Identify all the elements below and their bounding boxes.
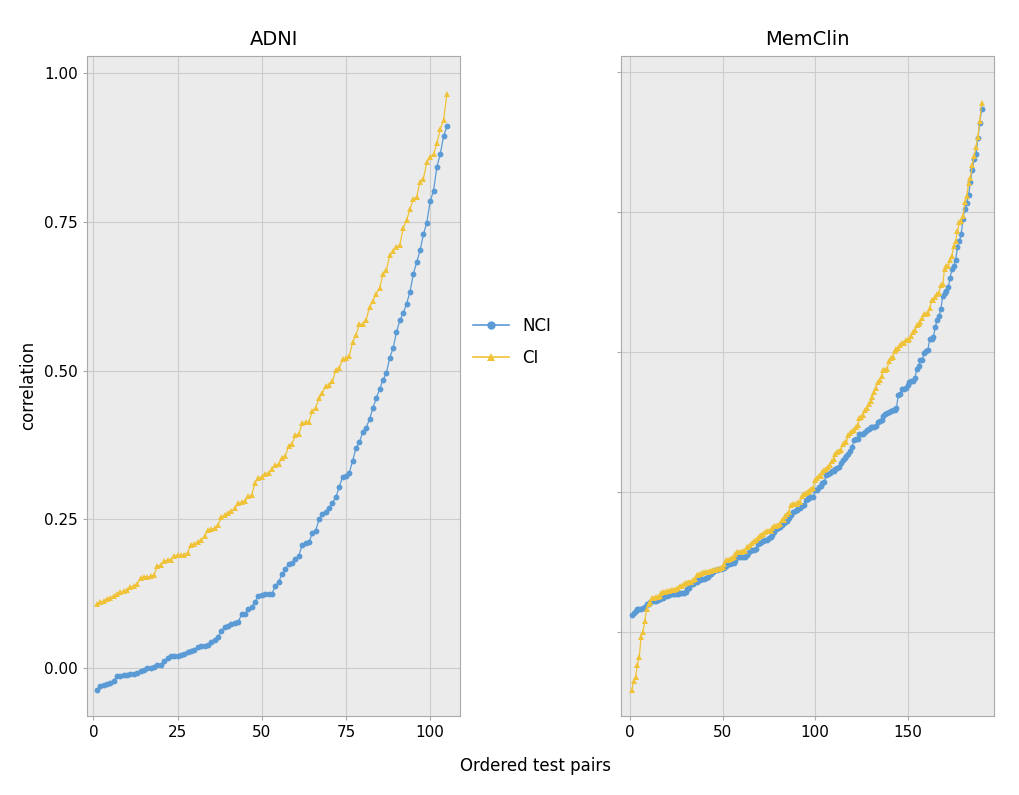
Legend: NCI, CI: NCI, CI: [466, 311, 557, 373]
Title: ADNI: ADNI: [249, 29, 298, 48]
Title: MemClin: MemClin: [764, 29, 849, 48]
Text: Ordered test pairs: Ordered test pairs: [460, 757, 610, 775]
Y-axis label: correlation: correlation: [19, 341, 37, 430]
